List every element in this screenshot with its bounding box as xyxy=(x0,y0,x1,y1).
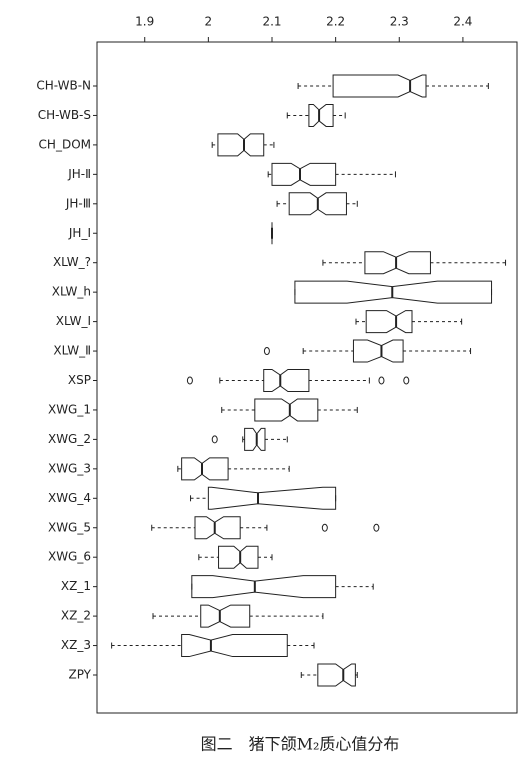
y-tick-label: JH-Ⅱ xyxy=(67,167,91,181)
y-tick-label: XZ_2 xyxy=(61,609,91,623)
notched-box xyxy=(288,192,347,216)
notched-box xyxy=(254,398,319,422)
notched-box xyxy=(191,575,337,599)
notched-box xyxy=(263,369,310,392)
outlier xyxy=(321,523,328,532)
y-tick-label: XLW_Ⅰ xyxy=(56,314,91,328)
plot-frame xyxy=(96,41,518,714)
chart-caption: 图二 猪下颌M₂质心值分布 xyxy=(201,735,400,754)
x-tick-label: 2 xyxy=(205,15,213,29)
x-tick-label: 2.3 xyxy=(390,15,409,29)
notched-box xyxy=(364,251,431,275)
x-tick-label: 2.1 xyxy=(262,15,281,29)
y-tick-label: XWG_2 xyxy=(48,432,91,446)
notched-box xyxy=(181,634,288,658)
notched-box xyxy=(207,486,337,510)
y-tick-label: JH_Ⅰ xyxy=(68,226,91,240)
notched-box xyxy=(365,310,413,334)
outlier xyxy=(263,347,270,356)
y-tick-label: XWG_1 xyxy=(48,402,91,416)
y-tick-label: JH-Ⅲ xyxy=(65,196,91,210)
x-tick-label: 2.4 xyxy=(453,15,472,29)
y-tick-label: CH_DOM xyxy=(39,137,91,151)
notched-box xyxy=(217,133,265,157)
y-tick-label: XLW_h xyxy=(52,285,91,299)
notched-box xyxy=(308,103,334,127)
notched-box xyxy=(200,604,251,628)
y-tick-label: XLW_Ⅱ xyxy=(53,344,91,358)
x-tick-label: 1.9 xyxy=(135,15,154,29)
y-tick-label: XLW_? xyxy=(53,255,91,269)
y-tick-label: CH-WB-S xyxy=(38,108,91,122)
outlier xyxy=(373,523,380,532)
notched-box xyxy=(271,162,337,186)
outlier xyxy=(378,376,385,385)
notched-box xyxy=(218,545,259,569)
y-tick-label: CH-WB-N xyxy=(36,79,91,93)
notched-box xyxy=(244,427,266,451)
y-tick-label: XWG_5 xyxy=(48,520,91,534)
notched-box xyxy=(294,280,493,304)
y-tick-label: XZ_3 xyxy=(61,638,91,652)
y-tick-label: XWG_3 xyxy=(48,461,91,475)
y-tick-label: XWG_6 xyxy=(48,550,91,564)
outlier xyxy=(211,435,218,444)
notched-box xyxy=(194,516,241,540)
notched-box xyxy=(317,663,356,687)
notched-box xyxy=(181,457,229,481)
y-tick-label: XSP xyxy=(68,373,91,387)
y-tick-label: XZ_1 xyxy=(61,579,91,593)
notched-box xyxy=(352,339,404,363)
x-tick-label: 2.2 xyxy=(326,15,345,29)
outlier xyxy=(403,376,410,385)
notched-box xyxy=(332,74,427,98)
outlier xyxy=(186,376,193,385)
y-tick-label: XWG_4 xyxy=(48,491,91,505)
y-tick-label: ZPY xyxy=(68,668,91,682)
